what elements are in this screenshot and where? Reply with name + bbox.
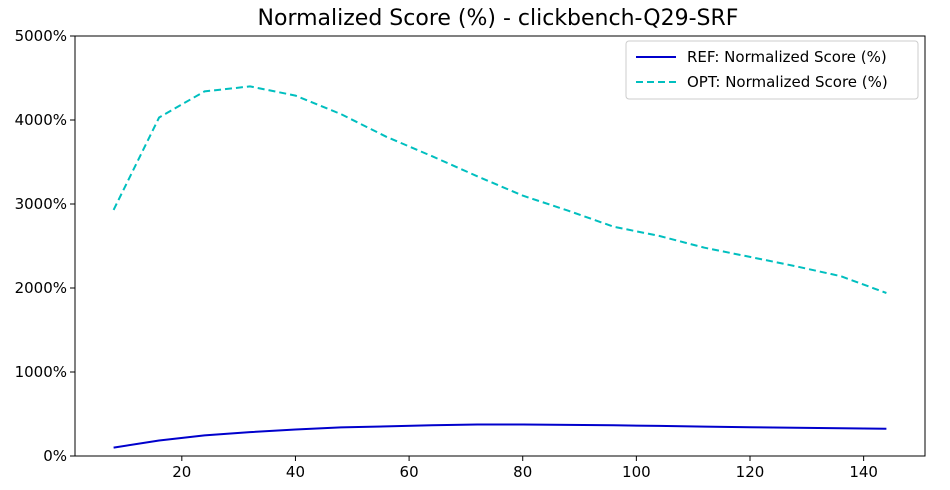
chart-title: Normalized Score (%) - clickbench-Q29-SR… [258,6,739,31]
series-line-opt [112,85,887,294]
x-tick-label: 20 [172,463,191,481]
x-tick-label: 60 [400,463,419,481]
y-axis: 0% 1000% 2000% 3000% 4000% 5000% [15,27,75,465]
y-tick-label: 4000% [15,111,67,129]
y-tick-label: 3000% [15,195,67,213]
y-tick-label: 1000% [15,363,67,381]
y-tick-label: 0% [43,447,67,465]
plot-frame [74,35,926,457]
y-tick-label: 5000% [15,27,67,45]
legend: REF: Normalized Score (%) OPT: Normalize… [625,40,919,100]
legend-box [625,40,919,100]
x-tick-label: 120 [736,463,765,481]
y-tick-label: 2000% [15,279,67,297]
legend-label-ref: REF: Normalized Score (%) [687,48,887,66]
legend-label-opt: OPT: Normalized Score (%) [687,73,888,91]
x-tick-label: 140 [849,463,878,481]
x-tick-label: 80 [513,463,532,481]
series-layer [112,85,887,449]
x-tick-label: 100 [622,463,651,481]
x-axis: 20 40 60 80 100 120 140 [172,456,878,481]
x-tick-label: 40 [286,463,305,481]
series-line-ref [113,423,887,449]
